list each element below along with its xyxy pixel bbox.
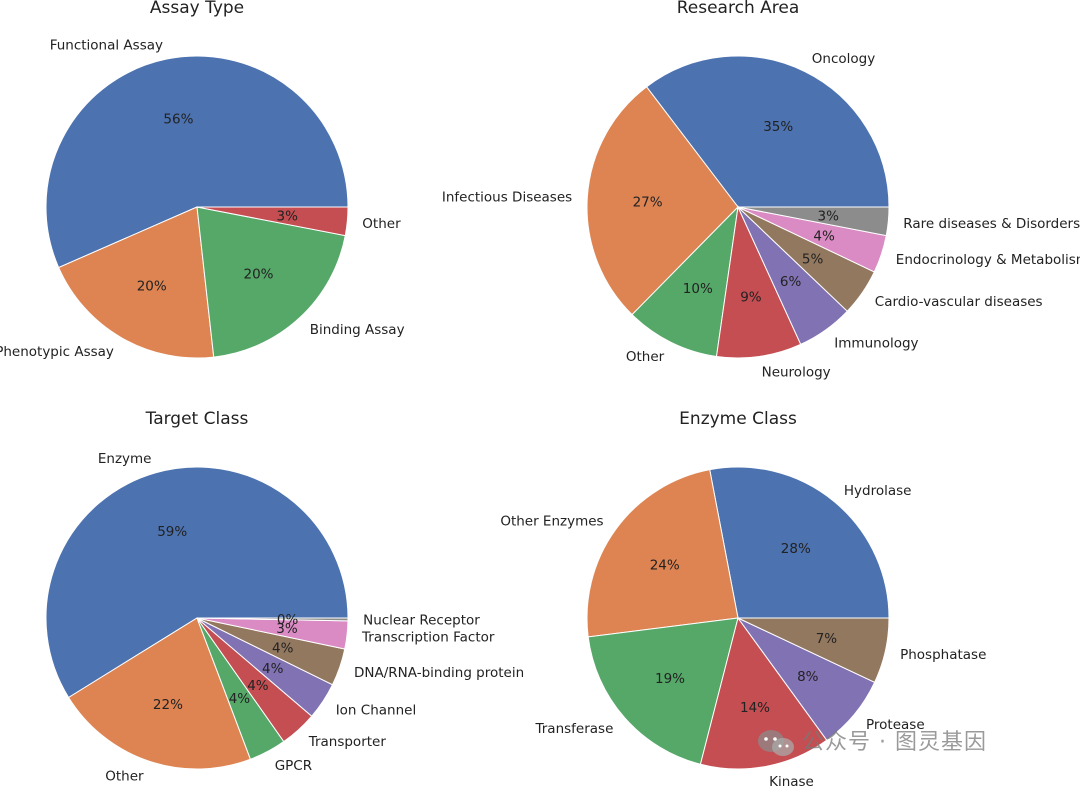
pie-slice-functional-assay — [45, 55, 349, 269]
slice-label-functional-assay: Functional Assay — [50, 37, 163, 53]
pct-label-neurology: 9% — [740, 290, 762, 306]
pct-label-ion-channel: 4% — [262, 661, 284, 677]
pie-slice-rare-diseases-and-disorders — [737, 206, 890, 237]
wechat-icon — [758, 730, 794, 756]
slice-label-neurology: Neurology — [762, 364, 831, 380]
slice-label-immunology: Immunology — [834, 335, 918, 351]
pct-label-oncology: 35% — [763, 119, 793, 135]
slice-label-phenotypic-assay: Phenotypic Assay — [0, 344, 114, 360]
slice-label-ion-channel: Ion Channel — [336, 702, 417, 718]
slice-label-other: Other — [626, 349, 665, 365]
pie-chart-research-area: Research Area 35% Oncology 27% Infectious Di… — [442, 0, 1080, 380]
pie-slice-other — [67, 617, 252, 770]
pct-label-gpcr: 4% — [229, 691, 251, 707]
pct-label-infectious-diseases: 27% — [633, 194, 663, 210]
pct-label-transcription-factor: 3% — [276, 621, 298, 637]
pct-label-binding-assay: 20% — [243, 267, 273, 283]
pie-slice-infectious-diseases — [586, 86, 739, 316]
slice-label-other: Other — [362, 216, 401, 232]
slice-label-other: Other — [105, 768, 144, 784]
slice-label-infectious-diseases: Infectious Diseases — [442, 190, 572, 206]
slice-label-phosphatase: Phosphatase — [900, 647, 986, 663]
slice-label-transporter: Transporter — [308, 734, 387, 750]
slice-label-nuclear-receptor: Nuclear Receptor — [363, 613, 480, 629]
slice-label-endocrinology-and-metabolism: Endocrinology & Metabolism — [896, 252, 1080, 268]
pie-slice-transferase — [587, 617, 739, 765]
slice-label-hydrolase: Hydrolase — [844, 483, 912, 499]
pct-label-endocrinology-and-metabolism: 4% — [813, 228, 835, 244]
pct-label-nuclear-receptor: 0% — [277, 612, 299, 628]
watermark-text: 公众号 · 图灵基因 — [802, 730, 987, 755]
pct-label-cardio-vascular-diseases: 5% — [802, 251, 824, 267]
slice-label-kinase: Kinase — [769, 774, 814, 786]
chart-title: Target Class — [145, 409, 249, 429]
pie-chart-target-class: Target Class 59% Enzyme 22% Other 4% GPCR 4% Tra… — [45, 409, 524, 784]
slice-label-rare-diseases-and-disorders: Rare diseases & Disorders — [903, 216, 1080, 232]
pct-label-other: 3% — [276, 209, 298, 225]
slice-label-dna-rna-binding-protein: DNA/RNA-binding protein — [354, 665, 524, 681]
pct-label-protease: 8% — [797, 669, 819, 685]
pct-label-functional-assay: 56% — [163, 111, 193, 127]
pie-slice-kinase — [699, 616, 828, 770]
slice-label-oncology: Oncology — [812, 51, 875, 67]
pie-slice-hydrolase — [709, 466, 890, 619]
pct-label-immunology: 6% — [780, 274, 802, 290]
chart-title: Enzyme Class — [679, 409, 797, 429]
slice-label-other-enzymes: Other Enzymes — [500, 513, 603, 529]
slice-label-transferase: Transferase — [534, 721, 613, 737]
slice-label-gpcr: GPCR — [275, 758, 312, 774]
chart-title: Assay Type — [150, 0, 244, 18]
pct-label-other-enzymes: 24% — [650, 558, 680, 574]
slice-label-binding-assay: Binding Assay — [310, 322, 405, 338]
pie-slice-other-enzymes — [586, 469, 739, 638]
pct-label-transferase: 19% — [655, 671, 685, 687]
pct-label-hydrolase: 28% — [781, 541, 811, 557]
pct-label-kinase: 14% — [740, 700, 770, 716]
pct-label-phosphatase: 7% — [816, 631, 838, 647]
pie-slice-binding-assay — [196, 206, 346, 358]
watermark: 公众号 · 图灵基因 — [756, 724, 987, 758]
slice-label-enzyme: Enzyme — [98, 451, 152, 467]
chart-title: Research Area — [677, 0, 800, 18]
pie-slice-oncology — [645, 55, 890, 208]
pct-label-transporter: 4% — [247, 678, 269, 694]
pct-label-enzyme: 59% — [157, 524, 187, 540]
pct-label-other: 22% — [153, 697, 183, 713]
pie-slice-other — [631, 205, 739, 358]
pct-label-phenotypic-assay: 20% — [137, 279, 167, 295]
slice-label-transcription-factor: Transcription Factor — [361, 630, 495, 646]
pie-chart-assay-type: Assay Type 56% Functional Assay 20% Phenotyp… — [0, 0, 405, 360]
slice-label-protease: Protease — [866, 717, 925, 733]
slice-label-cardio-vascular-diseases: Cardio-vascular diseases — [875, 294, 1043, 310]
pie-slice-nuclear-receptor — [196, 617, 349, 622]
pie-slice-phenotypic-assay — [58, 206, 215, 359]
pct-label-dna-rna-binding-protein: 4% — [272, 641, 294, 657]
pie-slice-neurology — [715, 205, 802, 359]
pie-slice-phosphatase — [737, 617, 890, 683]
pct-label-other: 10% — [683, 281, 713, 297]
pie-chart-enzyme-class: Enzyme Class 28% Hydrolase 24% Other Enzymes… — [500, 409, 986, 786]
pie-slice-other — [196, 206, 349, 237]
pie-slice-enzyme — [45, 466, 349, 699]
pct-label-rare-diseases-and-disorders: 3% — [817, 209, 839, 225]
